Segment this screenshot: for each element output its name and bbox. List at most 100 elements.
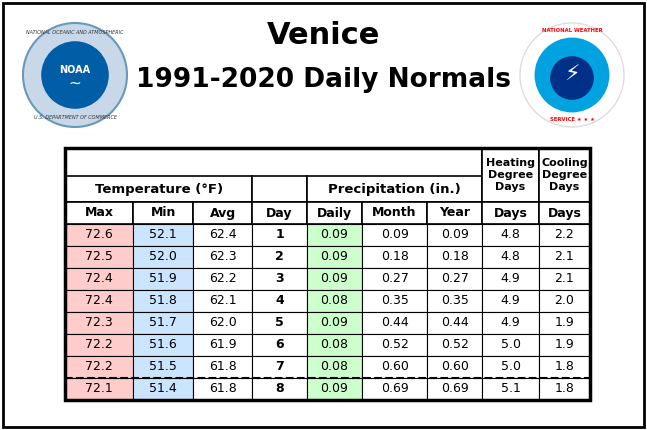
Bar — [133, 224, 193, 246]
Bar — [539, 148, 590, 202]
Bar — [307, 176, 482, 202]
Bar — [133, 356, 193, 378]
Bar — [482, 202, 539, 224]
Bar — [252, 334, 307, 356]
Text: 8: 8 — [275, 383, 284, 396]
Text: Max: Max — [85, 206, 114, 219]
Text: 0.60: 0.60 — [441, 360, 469, 374]
Bar — [539, 202, 590, 224]
Text: 0.60: 0.60 — [380, 360, 408, 374]
Text: Heating
Degree
Days: Heating Degree Days — [486, 158, 535, 192]
Bar — [362, 268, 428, 290]
Bar — [193, 202, 252, 224]
Text: 51.7: 51.7 — [149, 316, 177, 329]
Bar — [428, 334, 482, 356]
Text: 0.52: 0.52 — [441, 338, 469, 351]
Text: Precipitation (in.): Precipitation (in.) — [328, 182, 461, 196]
Text: 0.69: 0.69 — [380, 383, 408, 396]
Bar — [362, 378, 428, 400]
Text: 62.0: 62.0 — [208, 316, 236, 329]
Bar — [539, 378, 590, 400]
Text: 0.35: 0.35 — [380, 295, 408, 307]
Text: 4: 4 — [275, 295, 284, 307]
Bar — [252, 246, 307, 268]
Bar — [193, 268, 252, 290]
Bar — [362, 356, 428, 378]
Bar — [252, 202, 307, 224]
Text: 0.27: 0.27 — [380, 273, 408, 286]
Bar — [539, 246, 590, 268]
Circle shape — [534, 37, 609, 112]
Bar — [482, 356, 539, 378]
Text: 4.9: 4.9 — [501, 295, 520, 307]
Bar — [428, 224, 482, 246]
Text: 61.9: 61.9 — [209, 338, 236, 351]
Bar — [252, 312, 307, 334]
Text: 6: 6 — [275, 338, 284, 351]
Bar — [252, 268, 307, 290]
Bar — [428, 378, 482, 400]
Text: 4.9: 4.9 — [501, 316, 520, 329]
Bar — [539, 290, 590, 312]
Bar — [362, 312, 428, 334]
Text: 1: 1 — [275, 228, 284, 242]
Text: 72.2: 72.2 — [85, 338, 113, 351]
Text: Daily: Daily — [317, 206, 352, 219]
Bar — [539, 334, 590, 356]
Text: 4.9: 4.9 — [501, 273, 520, 286]
Text: 0.35: 0.35 — [441, 295, 469, 307]
Bar — [482, 334, 539, 356]
Bar — [193, 246, 252, 268]
Text: 0.44: 0.44 — [441, 316, 468, 329]
Text: 0.09: 0.09 — [320, 273, 348, 286]
Bar — [307, 268, 362, 290]
Text: Day: Day — [267, 206, 293, 219]
Bar — [428, 312, 482, 334]
Bar — [307, 334, 362, 356]
Bar — [482, 224, 539, 246]
Text: 1.9: 1.9 — [554, 338, 575, 351]
Bar — [539, 312, 590, 334]
Bar — [539, 356, 590, 378]
Text: Temperature (°F): Temperature (°F) — [94, 182, 223, 196]
Bar — [362, 202, 428, 224]
Bar — [65, 356, 133, 378]
Bar — [65, 176, 252, 202]
Bar — [539, 268, 590, 290]
Bar — [65, 202, 133, 224]
Bar — [307, 224, 362, 246]
Text: Min: Min — [151, 206, 176, 219]
Bar — [252, 224, 307, 246]
Text: 72.4: 72.4 — [85, 295, 113, 307]
Bar — [307, 356, 362, 378]
Bar — [307, 246, 362, 268]
Text: 0.18: 0.18 — [380, 251, 408, 264]
Bar — [307, 202, 362, 224]
Text: NOAA: NOAA — [60, 65, 91, 75]
Text: Cooling
Degree
Days: Cooling Degree Days — [541, 158, 587, 192]
Text: Avg: Avg — [210, 206, 236, 219]
Text: 61.8: 61.8 — [208, 383, 236, 396]
Text: 4.8: 4.8 — [501, 228, 520, 242]
Bar — [252, 290, 307, 312]
Bar — [539, 148, 590, 176]
Bar — [482, 312, 539, 334]
Text: 0.27: 0.27 — [441, 273, 469, 286]
Text: Month: Month — [373, 206, 417, 219]
Text: 51.5: 51.5 — [149, 360, 177, 374]
Text: 72.1: 72.1 — [85, 383, 113, 396]
Bar — [482, 378, 539, 400]
Bar — [65, 224, 133, 246]
Bar — [133, 246, 193, 268]
Bar — [482, 290, 539, 312]
Bar — [362, 246, 428, 268]
Text: 2.1: 2.1 — [554, 251, 575, 264]
Text: 51.8: 51.8 — [149, 295, 177, 307]
Bar — [193, 312, 252, 334]
Bar — [252, 378, 307, 400]
Text: 0.44: 0.44 — [380, 316, 408, 329]
Text: 0.09: 0.09 — [380, 228, 408, 242]
Text: 0.09: 0.09 — [441, 228, 469, 242]
Text: 72.2: 72.2 — [85, 360, 113, 374]
Bar — [307, 378, 362, 400]
